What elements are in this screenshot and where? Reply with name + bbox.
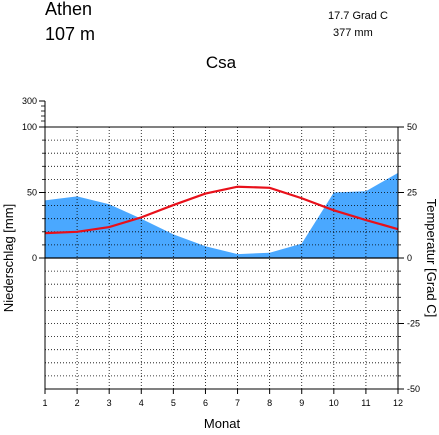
station-name: Athen <box>45 0 92 19</box>
annual-precipitation: 377 mm <box>333 27 373 39</box>
left-tick-label: 300 <box>22 96 37 106</box>
y-axis-label-left: Niederschlag [mm] <box>1 204 16 312</box>
x-tick-label: 8 <box>267 398 272 408</box>
mean-temperature: 17.7 Grad C <box>328 10 388 22</box>
temperature-line <box>44 185 399 235</box>
right-tick-label: -50 <box>407 384 420 394</box>
left-tick-label: 0 <box>32 253 37 263</box>
x-tick-label: 10 <box>329 398 339 408</box>
left-tick-label: 100 <box>22 122 37 132</box>
x-axis-label: Monat <box>204 416 241 430</box>
x-tick-label: 5 <box>171 398 176 408</box>
station-elevation: 107 m <box>45 24 95 44</box>
x-tick-label: 1 <box>42 398 47 408</box>
right-tick-label: -25 <box>407 319 420 329</box>
x-tick-label: 11 <box>361 398 370 408</box>
x-tick-label: 2 <box>75 398 80 408</box>
y-axis-label-right: Temperatur [Grad C] <box>424 199 439 318</box>
right-tick-label: 0 <box>407 253 412 263</box>
x-tick-label: 12 <box>393 398 403 408</box>
left-tick-label: 50 <box>27 188 37 198</box>
right-tick-label: 25 <box>407 188 417 198</box>
x-tick-label: 9 <box>299 398 304 408</box>
climate-class: Csa <box>206 53 237 72</box>
x-tick-label: 3 <box>107 398 112 408</box>
precipitation-area <box>45 172 398 258</box>
x-tick-label: 6 <box>203 398 208 408</box>
right-tick-label: 50 <box>407 122 417 132</box>
x-tick-label: 7 <box>235 398 240 408</box>
x-tick-label: 4 <box>139 398 144 408</box>
